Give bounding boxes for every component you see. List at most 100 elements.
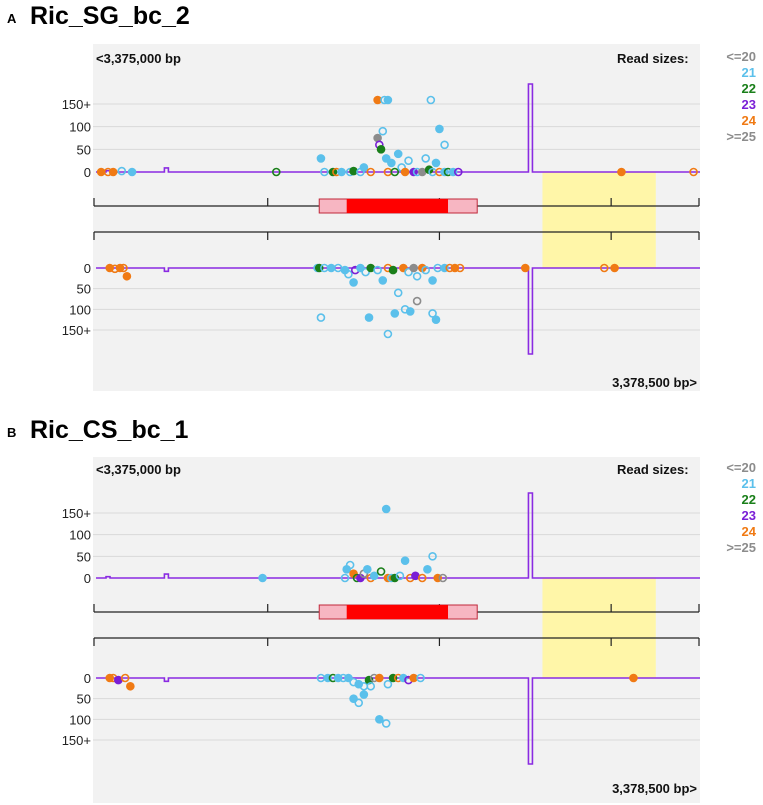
legend-item: >=25: [726, 540, 756, 555]
read-size-legend: <=20 21 22 23 24 >=25: [722, 49, 756, 145]
y-tick-label: 100: [69, 120, 91, 135]
legend-item: 22: [741, 492, 756, 507]
plus-strand-coverage-line: [96, 83, 700, 173]
read-point-plus: [381, 504, 391, 514]
read-point-plus: [369, 571, 379, 581]
legend-item: <=20: [726, 49, 756, 64]
read-point-plus: [395, 571, 405, 581]
read-point-plus: [617, 167, 626, 177]
read-point-minus: [388, 265, 398, 275]
read-point-plus: [376, 145, 386, 154]
read-point-minus: [412, 271, 422, 281]
read-point-minus: [119, 263, 128, 273]
read-point-minus: [431, 315, 441, 324]
read-point-minus: [361, 267, 370, 277]
read-point-minus: [610, 263, 619, 273]
read-point-minus: [599, 263, 609, 273]
read-point-plus: [345, 560, 355, 570]
read-point-plus: [411, 571, 420, 581]
read-point-minus: [393, 288, 403, 298]
legend-item: 22: [741, 81, 756, 96]
read-point-plus: [373, 95, 382, 105]
legend-item: 23: [741, 97, 756, 112]
legend-item: 23: [741, 508, 756, 523]
y-tick-label: 150+: [62, 97, 91, 112]
read-point-plus: [404, 156, 413, 165]
read-point-minus: [520, 263, 530, 273]
read-point-plus: [417, 573, 427, 583]
read-point-minus: [366, 681, 376, 691]
read-point-plus: [316, 154, 326, 163]
read-point-minus: [364, 313, 374, 322]
y-tick-label: 150+: [62, 506, 91, 521]
read-point-plus: [438, 573, 448, 583]
read-point-minus: [404, 267, 413, 277]
read-point-minus: [416, 673, 425, 683]
read-point-plus: [383, 95, 393, 105]
read-point-plus: [426, 95, 436, 105]
legend-title: Read sizes:: [617, 51, 689, 66]
y-tick-label: 100: [69, 528, 91, 543]
panel-letter: A: [7, 11, 17, 26]
read-point-plus: [387, 158, 396, 168]
read-point-plus: [366, 167, 376, 177]
y-tick-label: 100: [69, 712, 91, 727]
y-tick-label: 100: [69, 302, 91, 317]
legend-title: Read sizes:: [617, 462, 689, 477]
read-point-minus: [326, 263, 336, 273]
read-point-minus: [120, 673, 130, 683]
genome-track-chart: 150+ 100 50 0 0 50 100 150+: [62, 492, 700, 765]
read-point-minus: [316, 313, 326, 322]
y-tick-label: 0: [84, 261, 91, 276]
read-point-plus: [381, 154, 391, 163]
y-tick-label: 50: [77, 282, 91, 297]
read-point-plus: [258, 573, 267, 583]
read-point-minus: [344, 269, 353, 279]
read-point-plus: [393, 149, 403, 159]
highlight-region: [542, 172, 656, 268]
read-point-plus: [423, 565, 432, 574]
read-point-minus: [114, 675, 123, 685]
read-point-minus: [412, 296, 422, 306]
read-point-plus: [454, 167, 463, 177]
read-point-minus: [378, 276, 388, 285]
read-point-minus: [354, 698, 364, 708]
legend-item: 24: [741, 113, 756, 128]
read-point-plus: [376, 567, 386, 576]
read-point-minus: [428, 276, 437, 285]
read-point-plus: [127, 167, 137, 177]
plus-strand-coverage-line: [96, 492, 700, 579]
y-tick-label: 150+: [62, 733, 91, 748]
read-point-plus: [378, 126, 388, 136]
read-point-minus: [629, 673, 638, 683]
read-point-plus: [689, 167, 698, 177]
read-point-plus: [363, 565, 372, 574]
panel-letter: B: [7, 425, 17, 440]
read-point-plus: [400, 167, 410, 177]
read-point-minus: [375, 673, 384, 683]
gene-cds: [346, 605, 449, 619]
read-point-minus: [366, 263, 376, 273]
read-point-minus: [359, 690, 369, 699]
read-point-minus: [421, 265, 430, 275]
read-point-plus: [390, 167, 400, 177]
read-point-plus: [421, 154, 430, 163]
y-tick-label: 50: [77, 142, 91, 157]
read-point-plus: [359, 163, 369, 172]
panel-title: Ric_CS_bc_1: [30, 416, 189, 444]
read-point-minus: [409, 673, 418, 683]
read-point-plus: [431, 158, 441, 168]
legend-item: >=25: [726, 129, 756, 144]
read-point-plus: [428, 552, 437, 561]
legend-item: 24: [741, 524, 756, 539]
read-point-minus: [126, 681, 135, 691]
read-point-minus: [390, 309, 400, 318]
read-point-minus: [373, 265, 382, 275]
read-point-plus: [108, 167, 118, 177]
read-point-minus: [349, 278, 358, 287]
region-end-label: 3,378,500 bp>: [612, 375, 697, 390]
read-point-plus: [417, 167, 427, 177]
legend-item: 21: [741, 65, 756, 80]
y-tick-label: 0: [84, 571, 91, 586]
read-point-plus: [349, 166, 358, 176]
